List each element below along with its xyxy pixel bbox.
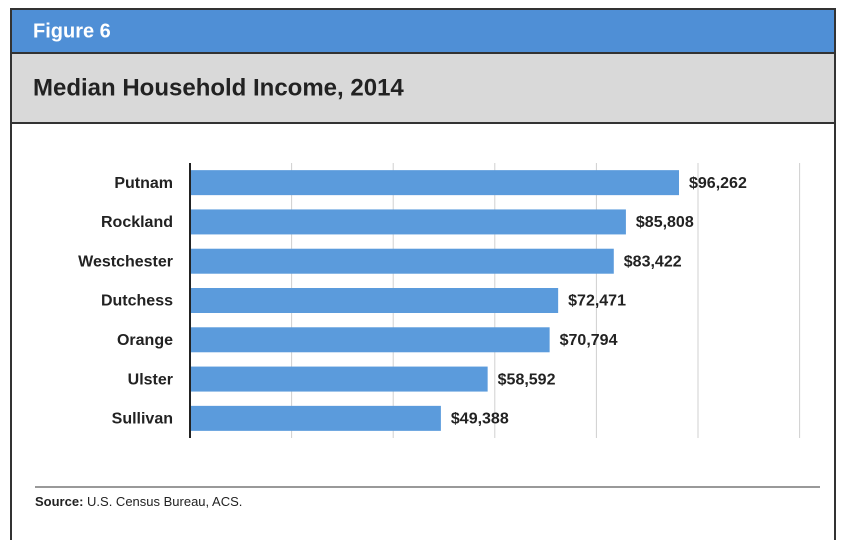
y-tick-label: Sullivan bbox=[112, 411, 173, 428]
value-label: $58,592 bbox=[498, 371, 556, 388]
y-tick-label: Rockland bbox=[101, 214, 173, 231]
value-label: $70,794 bbox=[560, 332, 618, 349]
title-band bbox=[12, 54, 834, 122]
value-label: $96,262 bbox=[689, 175, 747, 192]
chart-title: Median Household Income, 2014 bbox=[33, 74, 404, 101]
source-label: Source: bbox=[35, 494, 83, 509]
bar bbox=[190, 209, 626, 235]
bar bbox=[190, 248, 614, 274]
y-tick-label: Ulster bbox=[128, 371, 173, 388]
y-tick-label: Putnam bbox=[114, 175, 173, 192]
bar bbox=[190, 288, 559, 313]
y-tick-label: Westchester bbox=[78, 253, 173, 270]
source: Source: U.S. Census Bureau, ACS. bbox=[35, 494, 242, 509]
value-label: $49,388 bbox=[451, 411, 509, 428]
source-text: U.S. Census Bureau, ACS. bbox=[87, 494, 242, 509]
bar bbox=[190, 170, 680, 196]
figure-label: Figure 6 bbox=[33, 20, 111, 42]
bar bbox=[190, 327, 550, 353]
bar bbox=[190, 366, 488, 392]
figure-header bbox=[12, 10, 834, 52]
value-label: $85,808 bbox=[636, 214, 694, 231]
y-tick-label: Orange bbox=[117, 332, 173, 349]
value-label: $83,422 bbox=[624, 253, 682, 270]
bar bbox=[190, 405, 441, 431]
value-label: $72,471 bbox=[568, 293, 626, 310]
y-tick-label: Dutchess bbox=[101, 293, 173, 310]
